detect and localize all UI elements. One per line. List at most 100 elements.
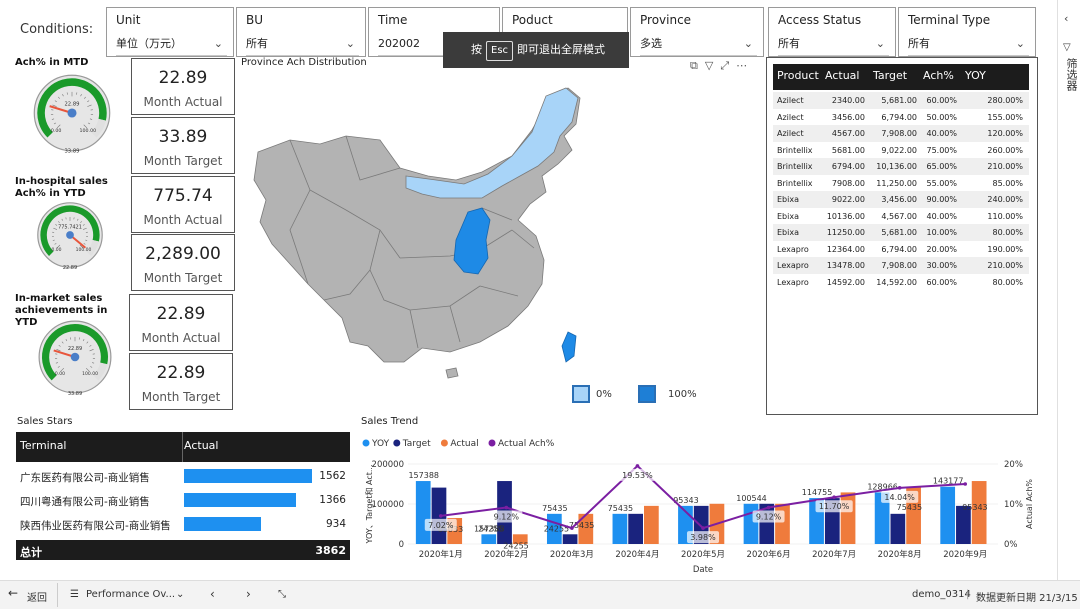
bar-target[interactable] [956, 505, 971, 544]
legend-marker[interactable] [440, 439, 448, 447]
data-label: 100544 [736, 494, 767, 503]
legend-marker[interactable] [393, 439, 401, 447]
data-update-date: 数据更新日期 21/3/15 [976, 593, 1078, 604]
line-point[interactable] [963, 482, 968, 486]
line-point[interactable] [897, 486, 902, 490]
gauge-tick [89, 118, 93, 120]
line-point[interactable] [766, 505, 771, 510]
previous-page-icon[interactable]: ‹ [210, 587, 215, 601]
more-options-icon[interactable]: ⋯ [736, 59, 755, 72]
filter-terminal-dropdown[interactable]: 所有 ⌄ [908, 34, 1029, 56]
gauge-tick [51, 118, 55, 120]
bar-yoy[interactable] [874, 492, 890, 544]
col-header-terminal[interactable]: Terminal [20, 439, 67, 452]
gauge-tick [54, 100, 57, 103]
table-cell: 10,136.00 [876, 162, 917, 171]
table-row[interactable]: Ebixa 9022.00 3,456.00 90.00% 240.00% [773, 191, 1029, 208]
map-title: Province Ach Distribution [241, 57, 367, 68]
filter-icon[interactable]: ▽ [704, 59, 721, 72]
bar-actual[interactable] [775, 503, 790, 544]
filter-access-status[interactable]: Access Status 所有 ⌄ [768, 7, 896, 57]
bar-yoy[interactable] [940, 486, 956, 544]
bar-yoy[interactable] [612, 513, 628, 544]
line-point[interactable] [504, 505, 509, 510]
gauge-tick [76, 92, 78, 95]
back-arrow-icon[interactable]: ← [8, 586, 19, 600]
line-point[interactable] [438, 514, 443, 518]
filter-value: 多选 [640, 37, 662, 50]
table-row[interactable]: Ebixa 11250.00 5,681.00 10.00% 80.00% [773, 224, 1029, 241]
bar-actual[interactable] [578, 513, 594, 544]
bar-actual[interactable] [512, 534, 528, 544]
exit-fullscreen-icon[interactable]: ⤡ [278, 589, 286, 600]
filter-value: 所有 [908, 37, 930, 50]
page-selector[interactable]: Performance Ov... [86, 589, 176, 600]
copy-icon[interactable]: ⧉ [690, 59, 705, 72]
filter-bu[interactable]: BU 所有 ⌄ [236, 7, 366, 57]
table-row[interactable]: Brintellix 7908.00 11,250.00 55.00% 85.00% [773, 175, 1029, 192]
list-item[interactable]: 广东医药有限公司-商业销售 1562 [16, 464, 350, 488]
china-map[interactable] [250, 80, 590, 380]
pct-label-bg [881, 490, 919, 503]
table-row[interactable]: Brintellix 5681.00 9,022.00 75.00% 260.00% [773, 142, 1029, 159]
filter-province[interactable]: Province 多选 ⌄ [630, 7, 764, 57]
bar-actual[interactable] [840, 492, 856, 544]
bar-actual[interactable] [644, 505, 659, 544]
gauge-max-label: 100.00 [76, 247, 92, 253]
expand-icon[interactable]: ⤢ [720, 59, 737, 72]
table-cell: 11,250.00 [876, 178, 917, 188]
legend-marker[interactable] [488, 439, 496, 447]
filter-time-dropdown[interactable]: 202002 [378, 34, 493, 56]
filter-unit-dropdown[interactable]: 单位（万元） ⌄ [116, 34, 227, 56]
table-row[interactable]: Azilect 4567.00 7,908.00 40.00% 120.00% [773, 125, 1029, 142]
filter-province-dropdown[interactable]: 多选 ⌄ [640, 34, 757, 56]
table-row[interactable]: Lexapro 12364.00 6,794.00 20.00% 190.00% [773, 241, 1029, 258]
bar-yoy[interactable] [481, 534, 497, 544]
filter-unit[interactable]: Unit 单位（万元） ⌄ [106, 7, 234, 57]
line-point[interactable] [635, 464, 640, 468]
page-list-icon[interactable]: ☰ [70, 589, 79, 600]
filter-bu-dropdown[interactable]: 所有 ⌄ [246, 34, 359, 56]
legend-label: YOY [371, 439, 390, 449]
back-button[interactable]: 返回 [27, 593, 47, 604]
bar-target[interactable] [890, 513, 906, 544]
next-page-icon[interactable]: › [246, 587, 251, 601]
table-row[interactable]: Lexapro 13478.00 7,908.00 30.00% 210.00% [773, 257, 1029, 274]
line-point[interactable] [832, 495, 836, 499]
list-item[interactable]: 陕西伟业医药有限公司-商业销售 934 [16, 512, 350, 536]
sales-trend-chart[interactable]: YOY Target Actual Actual Ach% 0 100000 200000 0… [358, 434, 1048, 578]
table-row[interactable]: Brintellix 6794.00 10,136.00 65.00% 210.00% [773, 158, 1029, 175]
bar-target[interactable] [628, 513, 643, 544]
table-row[interactable]: Azilect 3456.00 6,794.00 50.00% 155.00% [773, 109, 1029, 126]
chevron-down-icon[interactable]: ⌄ [176, 589, 185, 600]
col-header-target[interactable]: Target [873, 69, 908, 82]
header-divider [182, 432, 183, 462]
col-header-product[interactable]: Product [777, 69, 819, 82]
table-row[interactable]: Ebixa 10136.00 4,567.00 40.00% 110.00% [773, 208, 1029, 225]
col-header-yoy[interactable]: YOY [965, 69, 986, 82]
line-point[interactable] [570, 526, 574, 530]
col-header-ach[interactable]: Ach% [923, 69, 954, 82]
table-row[interactable]: Lexapro 14592.00 14,592.00 60.00% 80.00% [773, 274, 1029, 291]
col-header-actual[interactable]: Actual [825, 69, 860, 82]
gauge-tick [57, 366, 60, 368]
visual-header-icons[interactable]: ⧉▽⤢⋯ [690, 59, 754, 73]
bar-yoy[interactable] [743, 503, 759, 544]
chevron-left-icon[interactable]: ‹ [1064, 12, 1069, 25]
bar-target[interactable] [562, 534, 578, 544]
table-cell: 40.00% [926, 129, 957, 138]
bar-actual[interactable] [971, 481, 987, 544]
list-item[interactable]: 四川粤通有限公司-商业销售 1366 [16, 488, 350, 512]
filter-pane-collapsed[interactable]: ‹ ▽ 筛选器 [1057, 0, 1080, 580]
gauge-hub [66, 231, 74, 239]
x-tick-label: 2020年2月 [484, 549, 528, 560]
bar-yoy[interactable] [415, 481, 431, 544]
table-row[interactable]: Azilect 2340.00 5,681.00 60.00% 280.00% [773, 92, 1029, 109]
table-cell: 65.00% [926, 162, 957, 171]
legend-marker[interactable] [362, 439, 370, 447]
table-cell: 14,592.00 [876, 277, 917, 287]
line-point[interactable] [701, 526, 705, 530]
filter-access-dropdown[interactable]: 所有 ⌄ [778, 34, 889, 56]
filter-terminal-type[interactable]: Terminal Type 所有 ⌄ [898, 7, 1036, 57]
col-header-actual[interactable]: Actual [184, 439, 219, 452]
